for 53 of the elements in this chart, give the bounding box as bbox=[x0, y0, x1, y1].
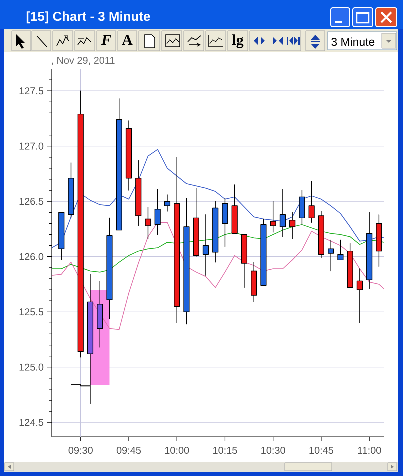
x-tick-label: 10:00 bbox=[165, 447, 190, 454]
candlestick bbox=[308, 181, 315, 223]
candlestick bbox=[184, 198, 190, 325]
y-tick-label: 126.5 bbox=[20, 198, 44, 206]
candlestick bbox=[260, 218, 267, 286]
candlestick bbox=[232, 184, 238, 234]
candlestick bbox=[251, 262, 258, 303]
candlestick bbox=[299, 190, 306, 226]
text: lg bbox=[232, 34, 244, 48]
candlestick bbox=[58, 212, 65, 261]
candlestick bbox=[241, 234, 248, 288]
text: A bbox=[122, 35, 133, 45]
candlestick bbox=[126, 120, 132, 191]
candlestick bbox=[154, 189, 161, 236]
candlestick bbox=[212, 201, 219, 263]
candlestick bbox=[164, 194, 171, 212]
candlestick bbox=[376, 214, 382, 268]
candlestick bbox=[222, 198, 228, 248]
x-tick-label: 09:30 bbox=[68, 447, 93, 454]
text: 3 Minute bbox=[332, 38, 375, 46]
candlestick bbox=[356, 268, 363, 324]
candlestick bbox=[280, 189, 286, 238]
candlestick bbox=[136, 160, 142, 226]
x-tick-label: 10:45 bbox=[310, 447, 334, 454]
y-tick-label: 125.0 bbox=[20, 364, 44, 371]
y-tick-label: 126.0 bbox=[20, 253, 44, 260]
y-tick-label: 127.0 bbox=[20, 142, 44, 150]
text: F bbox=[102, 35, 112, 45]
candlestick bbox=[193, 188, 200, 258]
chart-title: [15] Chart - 3 Minute bbox=[26, 12, 150, 24]
chart-subtitle: , Nov 29, 2011 bbox=[52, 57, 115, 66]
candlestick bbox=[318, 211, 324, 258]
candlestick bbox=[270, 201, 276, 233]
y-tick-label: 124.5 bbox=[20, 419, 44, 426]
candlestick bbox=[174, 157, 180, 324]
candlestick bbox=[87, 274, 94, 404]
candlestick bbox=[202, 214, 210, 276]
candlestick bbox=[145, 206, 152, 240]
candlestick bbox=[116, 98, 122, 231]
x-tick-label: 11:00 bbox=[358, 447, 382, 454]
x-tick-label: 09:45 bbox=[116, 447, 142, 454]
candlestick bbox=[347, 243, 354, 288]
y-tick-label: 125.5 bbox=[20, 308, 44, 316]
candlestick bbox=[68, 162, 74, 219]
x-tick-label: 10:15 bbox=[214, 447, 238, 454]
candlestick bbox=[328, 240, 334, 272]
candlestick bbox=[366, 212, 373, 290]
x-tick-label: 10:30 bbox=[262, 447, 286, 454]
candlestick bbox=[97, 280, 104, 348]
candlestick bbox=[106, 218, 113, 320]
candlestick bbox=[290, 212, 296, 240]
y-tick-label: 127.5 bbox=[20, 88, 44, 95]
candlestick bbox=[338, 240, 344, 261]
